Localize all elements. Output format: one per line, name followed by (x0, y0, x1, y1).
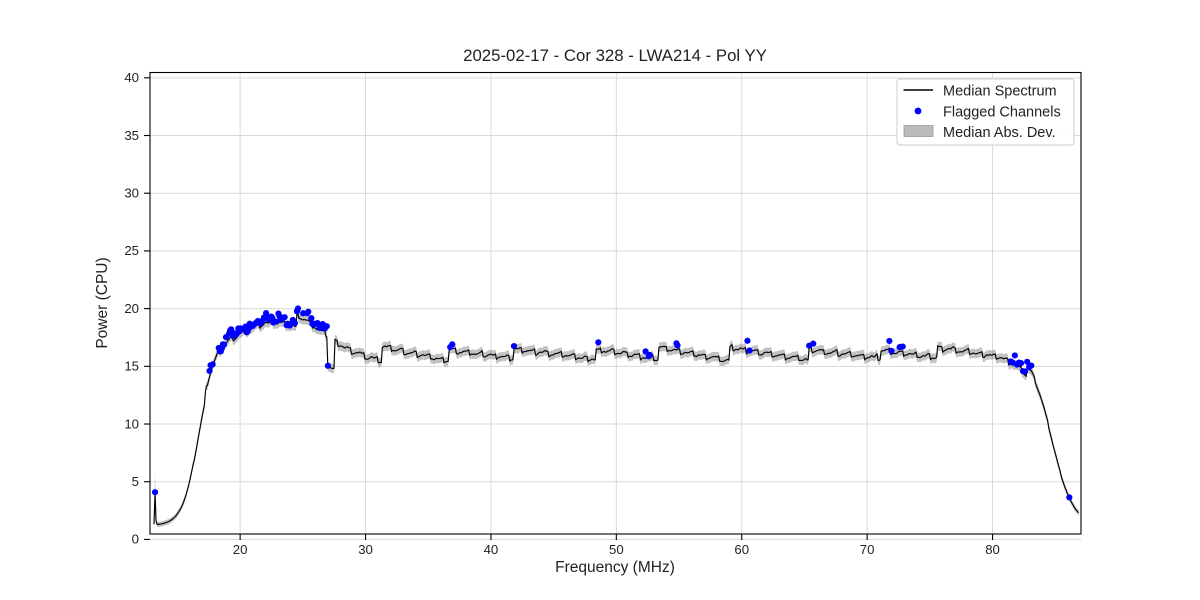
svg-text:80: 80 (985, 542, 1000, 557)
svg-text:0: 0 (132, 532, 139, 547)
svg-text:25: 25 (124, 243, 139, 258)
svg-text:Median Spectrum: Median Spectrum (943, 84, 1057, 100)
svg-text:Flagged Channels: Flagged Channels (943, 105, 1061, 121)
svg-text:Median Abs. Dev.: Median Abs. Dev. (943, 125, 1056, 141)
svg-text:10: 10 (124, 416, 139, 431)
svg-text:15: 15 (124, 359, 139, 374)
svg-text:Power (CPU): Power (CPU) (94, 257, 111, 348)
svg-text:20: 20 (124, 301, 139, 316)
svg-text:30: 30 (358, 542, 373, 557)
svg-text:50: 50 (609, 542, 624, 557)
svg-text:40: 40 (124, 70, 139, 85)
svg-text:Frequency (MHz): Frequency (MHz) (555, 559, 675, 576)
svg-text:35: 35 (124, 128, 139, 143)
svg-text:20: 20 (233, 542, 248, 557)
svg-text:70: 70 (860, 542, 875, 557)
svg-text:60: 60 (734, 542, 749, 557)
svg-text:2025-02-17 - Cor 328 - LWA214: 2025-02-17 - Cor 328 - LWA214 - Pol YY (463, 46, 767, 65)
svg-text:30: 30 (124, 186, 139, 201)
svg-text:5: 5 (132, 474, 139, 489)
svg-text:40: 40 (484, 542, 499, 557)
